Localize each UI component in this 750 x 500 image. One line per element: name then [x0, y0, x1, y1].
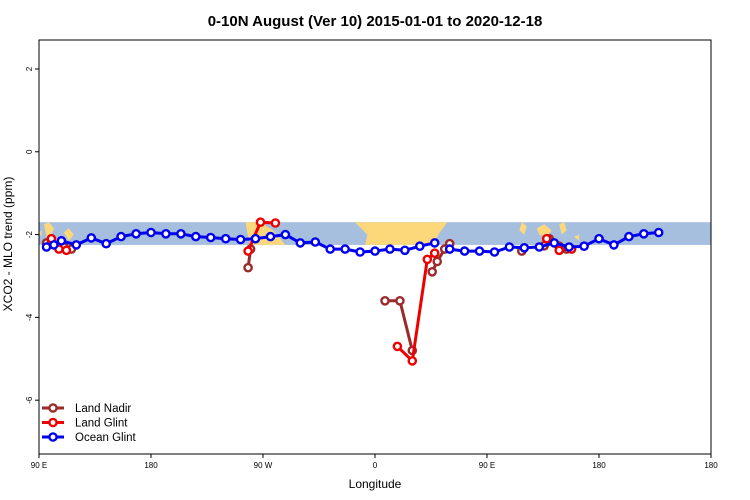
data-point	[41, 242, 52, 252]
data-point	[310, 237, 321, 247]
series-line	[396, 252, 436, 363]
land-patch	[574, 234, 580, 241]
data-point	[594, 233, 604, 244]
series-line	[46, 231, 436, 254]
data-point	[579, 241, 589, 251]
data-point	[355, 247, 365, 257]
legend-marker	[48, 403, 58, 413]
data-point	[392, 341, 403, 352]
data-point	[205, 232, 216, 243]
y-tick-label: -2	[25, 230, 34, 238]
data-point	[427, 266, 438, 277]
land-patch	[39, 230, 42, 237]
data-point	[474, 246, 485, 256]
data-point	[554, 245, 565, 256]
data-point	[340, 244, 350, 254]
land-patch	[536, 224, 552, 237]
data-point	[243, 246, 253, 256]
data-point	[295, 238, 306, 248]
legend-marker	[48, 432, 58, 442]
data-point	[250, 233, 261, 244]
legend-item-land-glint: Land Glint	[42, 418, 128, 430]
legend-marker	[48, 417, 58, 428]
y-tick-label: 2	[25, 66, 34, 71]
data-point	[235, 234, 246, 245]
data-point	[61, 245, 72, 256]
data-point	[243, 262, 253, 273]
legend-item-ocean-glint: Ocean Glint	[42, 432, 137, 444]
y-tick-label: -4	[25, 313, 34, 321]
axes: 90 E 180 90 W 0 90 E 180 180 2 0 -2 -4 -6	[25, 39, 718, 470]
data-point	[146, 227, 156, 238]
data-point	[370, 246, 380, 256]
land-patch	[63, 228, 74, 241]
data-point	[280, 229, 291, 240]
data-point	[220, 233, 231, 244]
y-tick-label: -6	[25, 396, 34, 404]
data-point	[270, 218, 281, 228]
data-point	[534, 242, 545, 252]
data-point	[176, 228, 186, 239]
data-point	[407, 356, 418, 366]
data-point	[609, 240, 619, 250]
x-tick-label: 180	[592, 461, 606, 470]
data-point	[190, 231, 201, 242]
y-tick-label: 0	[25, 149, 34, 154]
data-point	[422, 254, 433, 265]
x-tick-label: 180	[704, 461, 718, 470]
data-point	[519, 242, 530, 253]
data-point	[653, 227, 664, 238]
data-point	[541, 233, 552, 244]
series-ocean-glint	[41, 227, 664, 257]
data-point	[255, 217, 266, 227]
land-patch	[44, 222, 54, 237]
x-tick-label: 90 E	[479, 461, 495, 470]
x-tick-label: 0	[373, 461, 378, 470]
data-point	[444, 244, 455, 254]
data-point	[49, 240, 59, 250]
x-tick-label: 90 E	[31, 461, 47, 470]
land-patch	[559, 222, 567, 235]
data-point	[459, 246, 470, 256]
data-point	[161, 228, 171, 239]
land-patch	[355, 222, 448, 245]
legend-item-land-nadir: Land Nadir	[42, 403, 131, 415]
legend-label: Land Nadir	[75, 403, 131, 415]
data-point	[639, 228, 649, 239]
data-point	[564, 242, 574, 252]
data-point	[101, 238, 111, 249]
chart-title: 0-10N August (Ver 10) 2015-01-01 to 2020…	[208, 13, 543, 30]
data-point	[549, 238, 560, 248]
data-point	[86, 233, 97, 243]
series-layer	[41, 217, 664, 366]
legend-label: Ocean Glint	[75, 432, 137, 444]
data-point	[395, 295, 405, 306]
data-point	[385, 244, 395, 254]
data-point	[380, 295, 390, 306]
data-point	[116, 231, 126, 242]
data-point	[414, 241, 425, 251]
data-point	[56, 235, 67, 246]
y-axis-label: XCO2 - MLO trend (ppm)	[1, 177, 15, 312]
land-patch	[519, 222, 527, 235]
x-axis-label: Longitude	[349, 477, 402, 491]
data-point	[325, 244, 336, 254]
legend-label: Land Glint	[75, 418, 128, 430]
data-point	[432, 256, 443, 267]
x-tick-label: 90 W	[254, 461, 273, 470]
legend: Land Nadir Land Glint Ocean Glint	[42, 403, 137, 444]
data-point	[265, 231, 276, 242]
data-point	[429, 248, 440, 258]
data-point	[71, 240, 82, 250]
data-point	[504, 242, 515, 252]
data-point	[131, 228, 141, 239]
data-point	[400, 245, 410, 256]
data-point	[429, 238, 440, 248]
data-point	[624, 231, 634, 242]
data-point	[489, 247, 500, 257]
x-tick-label: 180	[144, 461, 158, 470]
